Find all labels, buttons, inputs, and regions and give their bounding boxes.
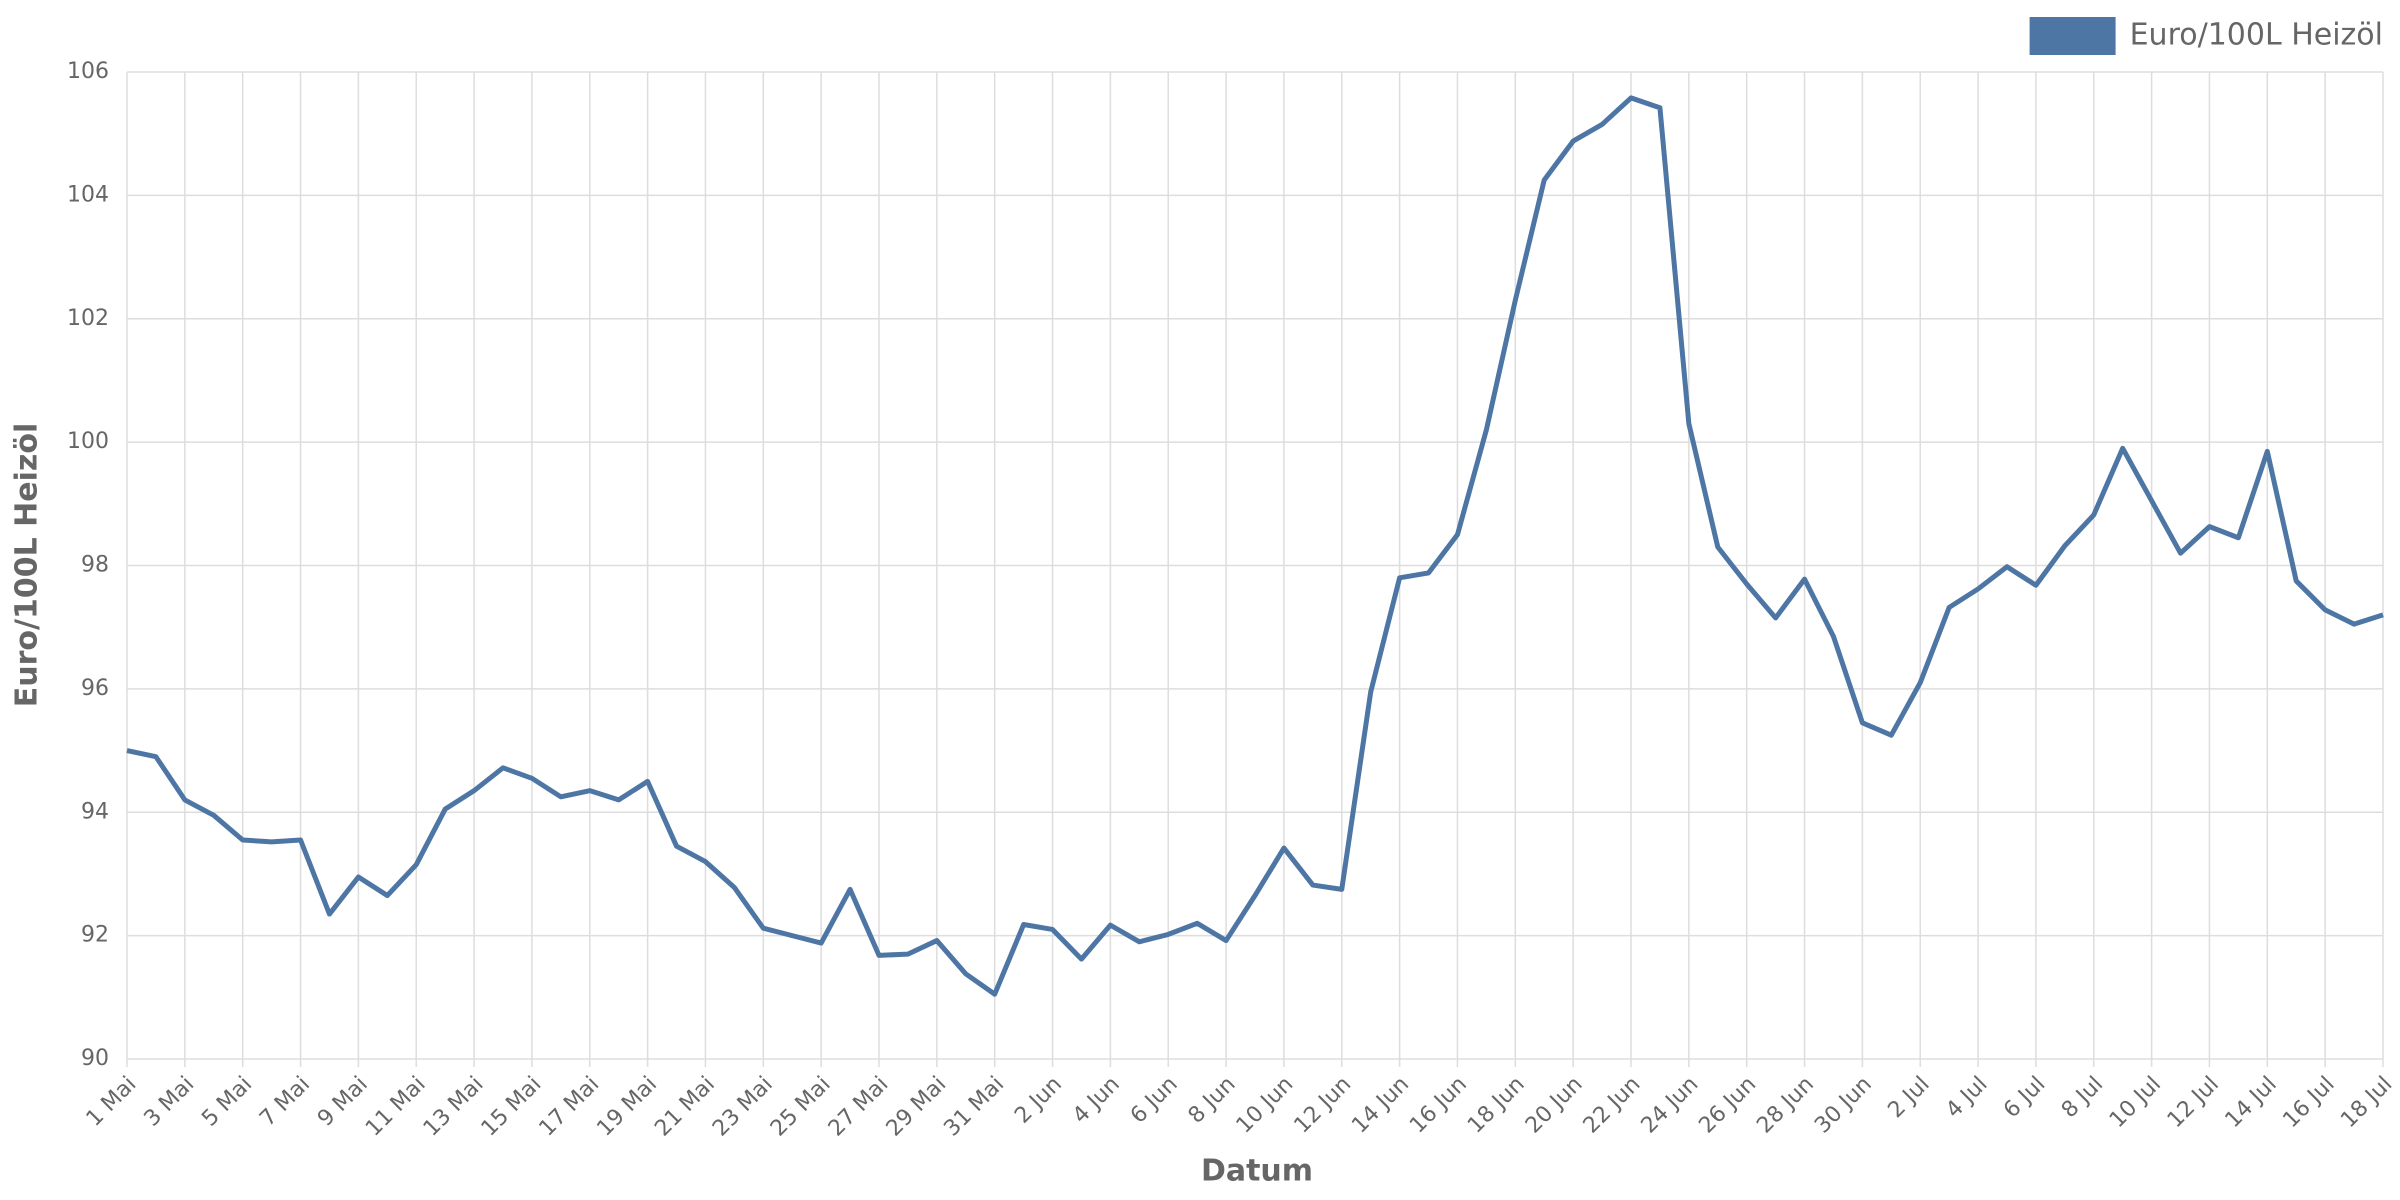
x-tick-label: 31 Mai [939,1072,1009,1142]
y-tick-label: 104 [67,182,109,207]
x-tick-label: 15 Mai [477,1072,547,1142]
x-tick-label: 10 Jul [2105,1072,2166,1133]
y-tick-label: 92 [81,923,109,948]
y-tick-label: 100 [67,429,109,454]
x-tick-label: 12 Jul [2163,1072,2224,1133]
x-tick-label: 25 Mai [766,1072,836,1142]
x-tick-label: 7 Mai [255,1072,315,1132]
y-tick-label: 90 [81,1046,109,1071]
x-tick-label: 12 Jun [1290,1072,1357,1139]
x-tick-label: 24 Jun [1637,1072,1704,1139]
y-tick-label: 98 [81,553,109,578]
x-tick-label: 4 Jun [1068,1072,1125,1129]
x-tick-label: 27 Mai [824,1072,894,1142]
x-tick-label: 11 Mai [361,1072,431,1142]
legend-label: Euro/100L Heizöl [2130,18,2383,53]
y-tick-label: 102 [67,306,109,331]
x-tick-label: 16 Jun [1405,1072,1472,1139]
y-tick-label: 94 [81,799,109,824]
data-line [126,95,2384,997]
y-tick-label: 96 [81,676,109,701]
x-tick-label: 14 Jun [1347,1072,1414,1139]
x-tick-label: 6 Jul [1999,1072,2050,1123]
x-tick-label: 3 Mai [140,1072,200,1132]
y-axis-title: Euro/100L Heizöl [10,423,45,708]
x-tick-label: 1 Mai [82,1072,142,1132]
x-tick-label: 4 Jul [1941,1072,1992,1123]
x-tick-label: 17 Mai [535,1072,605,1142]
x-tick-label: 30 Jun [1810,1072,1877,1139]
y-tick-label: 106 [67,59,109,84]
x-tick-label: 21 Mai [650,1072,720,1142]
x-tick-label: 8 Jul [2057,1072,2108,1123]
x-tick-label: 26 Jun [1694,1072,1761,1139]
x-tick-label: 29 Mai [882,1072,952,1142]
x-tick-label: 6 Jun [1126,1072,1183,1129]
x-tick-label: 20 Jun [1521,1072,1588,1139]
x-tick-label: 28 Jun [1752,1072,1819,1139]
x-tick-label: 2 Jun [1010,1072,1067,1129]
x-tick-label: 18 Jun [1463,1072,1530,1139]
legend-swatch [2029,17,2116,55]
x-tick-label: 22 Jun [1579,1072,1646,1139]
x-tick-label: 2 Jul [1883,1072,1934,1123]
x-tick-label: 10 Jun [1232,1072,1299,1139]
x-axis-title: Datum [1201,1154,1313,1189]
x-tick-label: 14 Jul [2221,1072,2282,1133]
x-tick-label: 19 Mai [592,1072,662,1142]
x-tick-label: 18 Jul [2336,1072,2397,1133]
x-tick-label: 16 Jul [2278,1072,2339,1133]
x-tick-label: 13 Mai [419,1072,489,1142]
x-tick-label: 23 Mai [708,1072,778,1142]
x-tick-label: 5 Mai [197,1072,257,1132]
